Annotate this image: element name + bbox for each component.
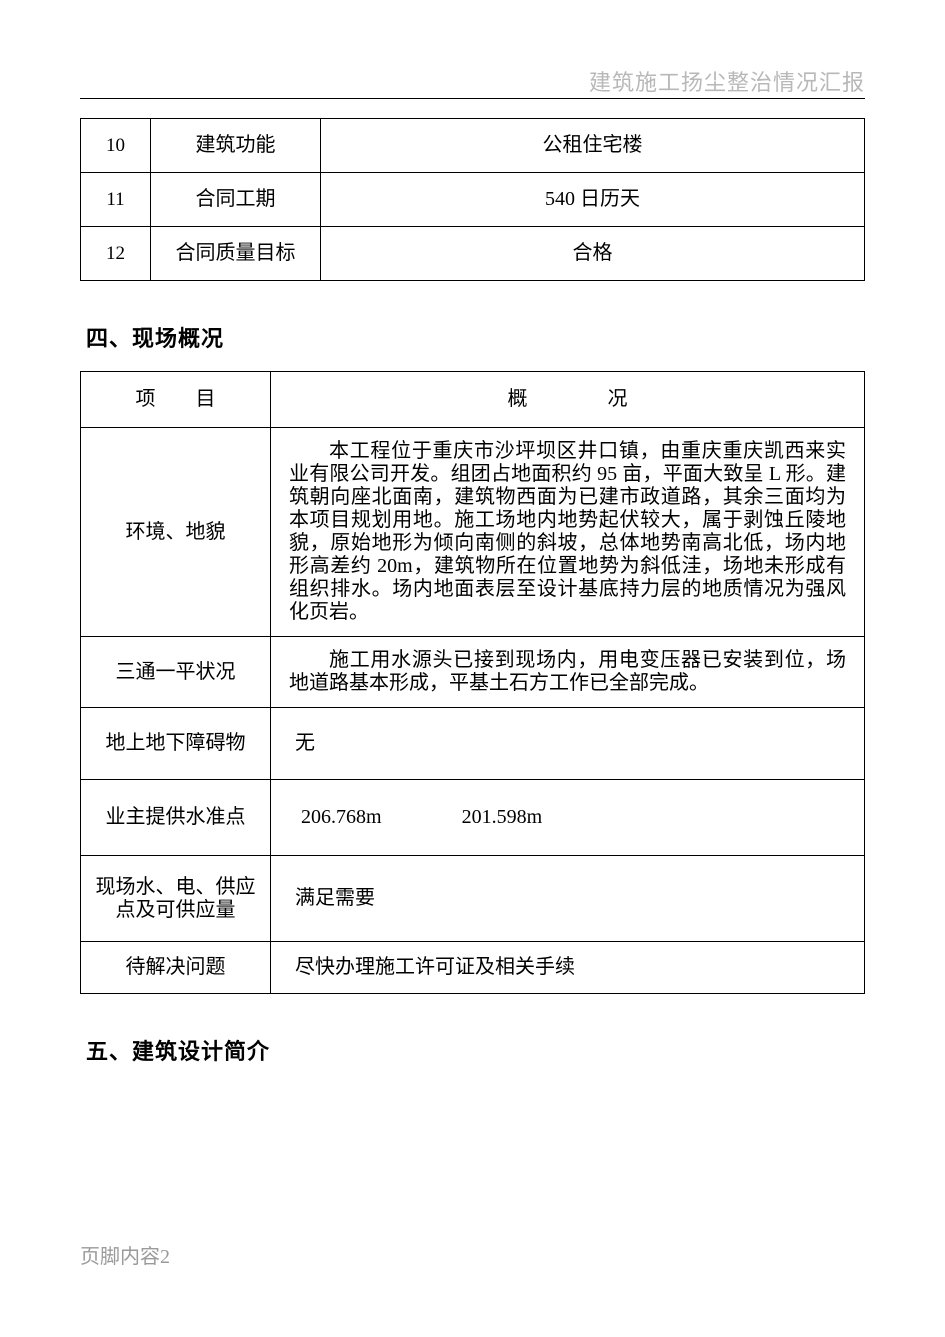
table-row: 三通一平状况 施工用水源头已接到现场内，用电变压器已安装到位，场地道路基本形成，…: [81, 637, 865, 708]
table-row: 12 合同质量目标 合格: [81, 227, 865, 281]
table-row: 业主提供水准点 206.768m 201.598m: [81, 780, 865, 856]
table-row: 地上地下障碍物 无: [81, 708, 865, 780]
row-number: 11: [81, 173, 151, 227]
project-info-table: 10 建筑功能 公租住宅楼 11 合同工期 540 日历天 12 合同质量目标 …: [80, 118, 865, 281]
row-desc: 无: [271, 708, 865, 780]
row-label: 现场水、电、供应点及可供应量: [81, 856, 271, 942]
row-desc: 本工程位于重庆市沙坪坝区井口镇，由重庆重庆凯西来实业有限公司开发。组团占地面积约…: [271, 428, 865, 637]
row-desc: 施工用水源头已接到现场内，用电变压器已安装到位，场地道路基本形成，平基土石方工作…: [271, 637, 865, 708]
row-label: 业主提供水准点: [81, 780, 271, 856]
row-value: 540 日历天: [321, 173, 865, 227]
section-4-heading: 四、现场概况: [86, 321, 865, 353]
benchmark-value-2: 201.598m: [462, 806, 543, 829]
row-desc: 满足需要: [271, 856, 865, 942]
row-label: 合同质量目标: [151, 227, 321, 281]
row-value: 合格: [321, 227, 865, 281]
table-row: 环境、地貌 本工程位于重庆市沙坪坝区井口镇，由重庆重庆凯西来实业有限公司开发。组…: [81, 428, 865, 637]
row-value: 公租住宅楼: [321, 119, 865, 173]
table-row: 待解决问题 尽快办理施工许可证及相关手续: [81, 942, 865, 994]
header-rule: [80, 98, 865, 99]
row-label: 环境、地貌: [81, 428, 271, 637]
row-desc: 尽快办理施工许可证及相关手续: [271, 942, 865, 994]
row-number: 10: [81, 119, 151, 173]
section-5-heading: 五、建筑设计简介: [86, 1034, 865, 1066]
row-label: 待解决问题: [81, 942, 271, 994]
column-header-project: 项 目: [81, 372, 271, 428]
row-number: 12: [81, 227, 151, 281]
row-label: 地上地下障碍物: [81, 708, 271, 780]
row-label: 合同工期: [151, 173, 321, 227]
site-overview-table: 项 目 概 况 环境、地貌 本工程位于重庆市沙坪坝区井口镇，由重庆重庆凯西来实业…: [80, 371, 865, 994]
page-header-title: 建筑施工扬尘整治情况汇报: [589, 65, 865, 97]
column-header-overview: 概 况: [271, 372, 865, 428]
table-row: 10 建筑功能 公租住宅楼: [81, 119, 865, 173]
page-footer: 页脚内容2: [80, 1240, 170, 1269]
table-header-row: 项 目 概 况: [81, 372, 865, 428]
desc-text: 施工用水源头已接到现场内，用电变压器已安装到位，场地道路基本形成，平基土石方工作…: [289, 649, 846, 695]
table-row: 现场水、电、供应点及可供应量 满足需要: [81, 856, 865, 942]
page-content: 10 建筑功能 公租住宅楼 11 合同工期 540 日历天 12 合同质量目标 …: [80, 118, 865, 1084]
row-label: 建筑功能: [151, 119, 321, 173]
benchmark-value-1: 206.768m: [301, 806, 382, 829]
table-row: 11 合同工期 540 日历天: [81, 173, 865, 227]
desc-text: 本工程位于重庆市沙坪坝区井口镇，由重庆重庆凯西来实业有限公司开发。组团占地面积约…: [289, 440, 846, 624]
row-label: 三通一平状况: [81, 637, 271, 708]
row-desc: 206.768m 201.598m: [271, 780, 865, 856]
